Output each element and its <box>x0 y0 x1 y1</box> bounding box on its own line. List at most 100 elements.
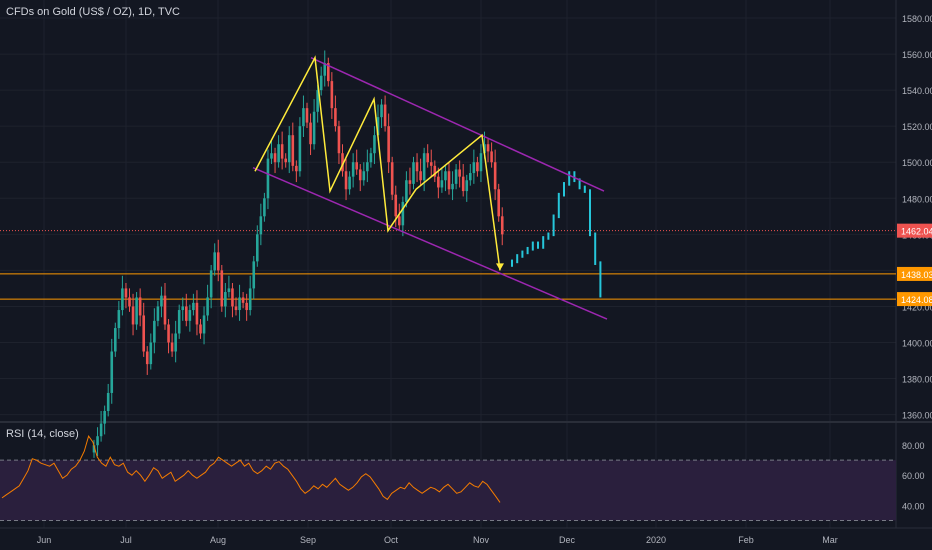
rsi-tick-label: 80.00 <box>902 441 925 451</box>
projection-bar <box>542 236 545 249</box>
candle-body <box>486 144 490 152</box>
candle-body <box>270 153 273 159</box>
candle-body <box>298 126 302 172</box>
candle-body <box>316 90 319 112</box>
candle-body <box>351 162 355 177</box>
projection-bar <box>537 241 539 249</box>
candle-body <box>142 315 145 352</box>
candle-body <box>170 342 174 352</box>
grid-lines <box>0 0 932 529</box>
projection-bar <box>547 232 550 240</box>
projection-bar <box>526 246 529 255</box>
candle-body <box>131 306 135 325</box>
projection-bar <box>578 178 581 190</box>
rsi-line-group <box>0 434 896 521</box>
candle-body <box>302 108 305 127</box>
candle-body <box>312 111 316 145</box>
projection-bar <box>589 189 591 237</box>
candle-body <box>291 135 295 166</box>
price-tick-label: 1580.00 <box>902 14 932 24</box>
price-tick-label: 1420.00 <box>902 302 932 312</box>
candle-body <box>437 176 440 188</box>
price-tick-label: 1520.00 <box>902 122 932 132</box>
candle-body <box>330 81 334 109</box>
candle-body <box>465 180 469 192</box>
candle-body <box>245 302 248 311</box>
candle-body <box>341 153 344 172</box>
candle-body <box>92 445 96 453</box>
candle-body <box>422 153 426 181</box>
candle-body <box>319 75 323 91</box>
candle-body <box>185 306 188 321</box>
price-label-box <box>897 266 932 281</box>
candle-body <box>394 194 398 217</box>
candle-body <box>149 342 153 365</box>
candle-body <box>348 176 351 190</box>
time-axis[interactable]: Jun Jul Aug Sep Oct Nov Dec 2020 Feb Mar <box>37 535 838 545</box>
price-label-box <box>897 223 932 238</box>
candle-body <box>135 297 138 325</box>
candle-body <box>433 165 437 177</box>
candle-body <box>128 297 131 307</box>
channel-lines[interactable] <box>252 56 608 320</box>
projection-bars <box>511 171 602 298</box>
projection-bar <box>599 261 602 298</box>
candle-body <box>195 302 199 325</box>
time-tick-label: Feb <box>738 535 754 545</box>
price-tick-label: 1380.00 <box>902 375 932 385</box>
candle-body <box>259 216 263 235</box>
candle-body <box>213 252 216 271</box>
candle-body <box>177 310 181 334</box>
candle-body <box>309 122 312 145</box>
candle-body <box>337 126 341 154</box>
candle-body <box>454 169 458 184</box>
candle-body <box>451 183 454 190</box>
chart-title: CFDs on Gold (US$ / OZ), 1D, TVC <box>6 6 181 18</box>
candle-body <box>408 180 412 184</box>
projection-bar <box>594 232 597 265</box>
zigzag-arrowhead <box>496 263 504 271</box>
candle-body <box>231 288 234 307</box>
candle-body <box>497 189 500 217</box>
channel-upper-line <box>310 56 605 192</box>
candle-body <box>390 162 394 195</box>
candle-body <box>227 288 231 293</box>
candle-body <box>114 328 117 352</box>
candle-body <box>117 310 121 329</box>
candle-body <box>415 162 419 172</box>
projection-bar <box>583 185 586 193</box>
candle-body <box>429 162 433 166</box>
candle-body <box>138 297 142 316</box>
candle-body <box>387 126 390 163</box>
candle-body <box>121 288 124 311</box>
candle-body <box>469 173 472 181</box>
candle-body <box>145 351 149 365</box>
time-tick-label: Jul <box>120 535 132 545</box>
candle-body <box>106 392 110 411</box>
candle-body <box>476 162 479 172</box>
candle-body <box>458 169 461 177</box>
candle-body <box>167 324 170 343</box>
candle-body <box>323 63 327 76</box>
candle-body <box>479 153 483 172</box>
time-tick-label: Aug <box>210 535 226 545</box>
candle-body <box>266 158 270 199</box>
time-tick-label: Dec <box>559 535 576 545</box>
horizontal-price-lines <box>0 230 896 300</box>
candle-body <box>209 270 213 298</box>
candle-body <box>401 201 405 226</box>
candle-body <box>280 144 284 159</box>
projection-bar <box>552 214 555 237</box>
candle-body <box>263 198 266 217</box>
candle-body <box>241 297 245 303</box>
time-tick-label: Nov <box>473 535 490 545</box>
candle-body <box>99 423 103 437</box>
zigzag-path[interactable] <box>254 55 504 271</box>
rsi-band <box>0 460 896 521</box>
candle-body <box>366 162 369 172</box>
candle-body <box>287 135 291 163</box>
price-axis[interactable]: 1360.001380.001400.001420.001440.001460.… <box>897 14 932 511</box>
candle-body <box>398 216 401 226</box>
price-tick-label: 1360.00 <box>902 411 932 421</box>
